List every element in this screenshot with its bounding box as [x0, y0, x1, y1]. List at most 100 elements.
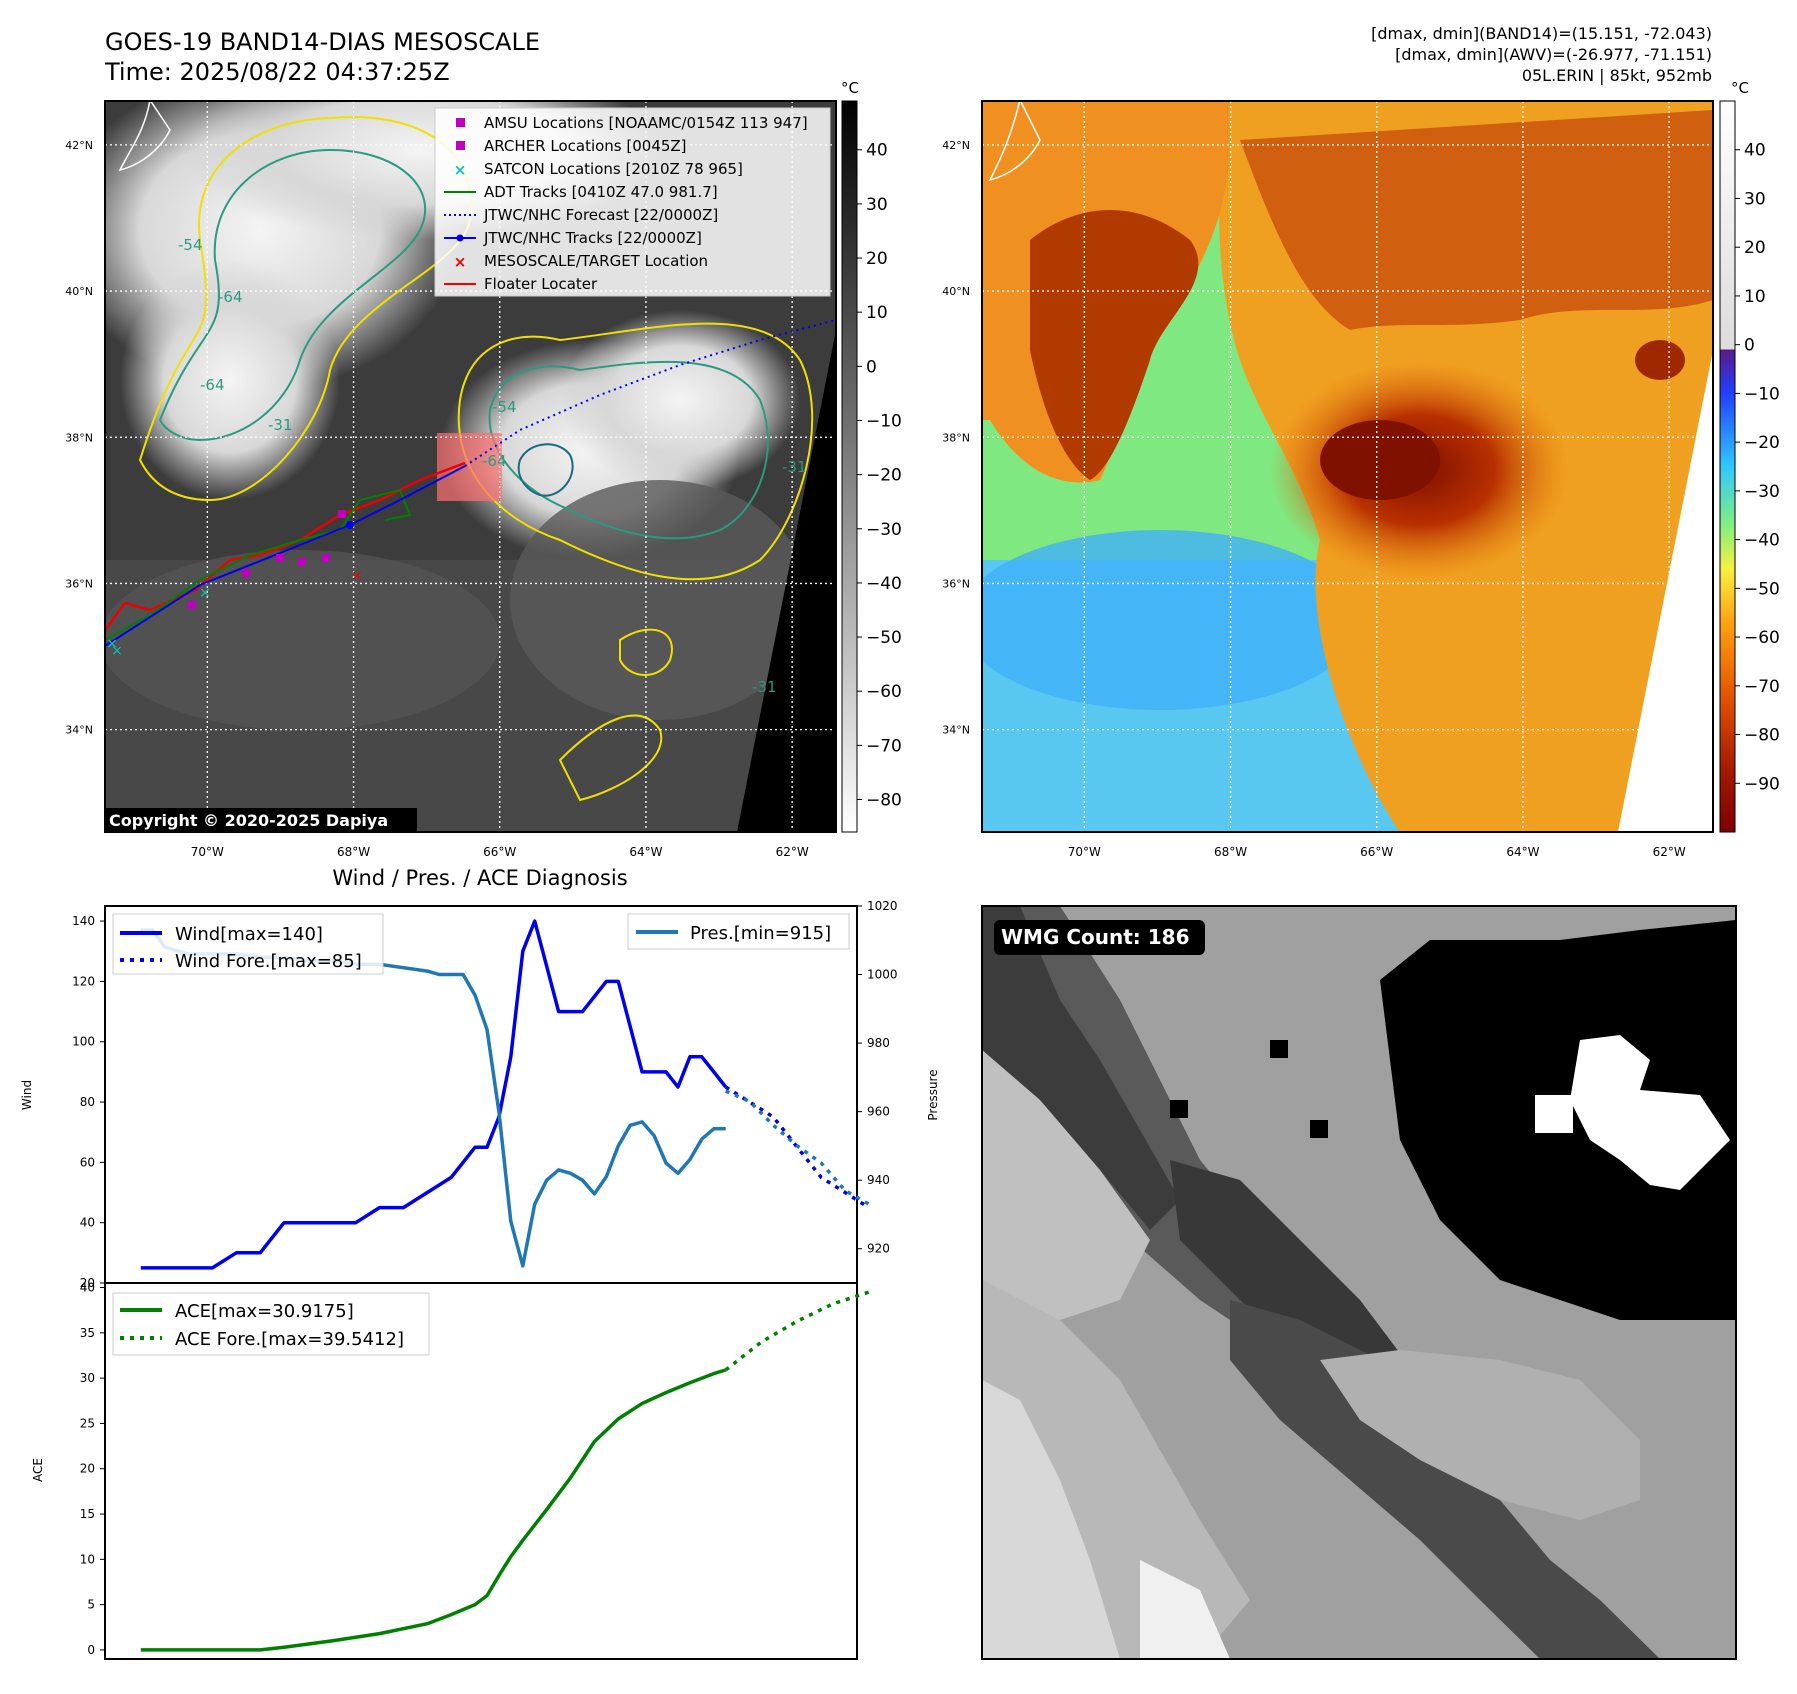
contour-label: -64 [200, 376, 225, 394]
ace-fore-legend-label: ACE Fore.[max=39.5412] [175, 1329, 404, 1350]
lon-tick-label: 66°W [1360, 845, 1393, 859]
dias-map-panel: 42°N 40°N 38°N 36°N 34°N 70°W 68°W 66°W 64°W 62°… [942, 100, 1714, 859]
colorbar-tick-label: −70 [1744, 677, 1780, 697]
contour-labels: -54 -64 -64 -31 -54 -64 -31 -31 [178, 236, 807, 696]
jtwc-track-point [346, 521, 354, 529]
satcon-location-marker: × [199, 585, 211, 601]
amsu-location-marker [242, 569, 250, 577]
amsu-location-marker [338, 510, 346, 518]
ir-colorbar: °C 40 30 20 10 0 −10 −20 −30 −40 −50 −60 −70 −80 [841, 79, 902, 833]
legend-marker [456, 141, 465, 150]
colorbar-tick-label: −40 [1744, 531, 1780, 551]
legend-item-label: JTWC/NHC Tracks [22/0000Z] [483, 229, 702, 247]
floater-locater-track [103, 461, 466, 631]
contour-label: -31 [752, 678, 777, 696]
contour-label: -54 [178, 236, 203, 254]
satcon-location-marker: × [111, 643, 123, 659]
legend-marker-dot [456, 234, 464, 242]
dias-map-frame [981, 100, 1714, 833]
lon-tick-label: 66°W [483, 845, 516, 859]
wmg-image [982, 906, 1736, 1659]
y-tick-label: 30 [80, 1371, 95, 1385]
wmg-frame [981, 905, 1737, 1660]
ir-lat-labels: 42°N 40°N 38°N 36°N 34°N [65, 139, 93, 737]
colorbar-tick-label: −40 [866, 574, 902, 594]
colorbar-tick-label: 10 [1744, 287, 1766, 307]
series-line-1 [724, 1085, 870, 1210]
dias-colorbar-unit: °C [1731, 79, 1749, 97]
pressure-legend-label: Pres.[min=915] [690, 923, 831, 944]
y-tick-label: 60 [80, 1155, 95, 1169]
amsu-location-marker [276, 554, 284, 562]
lat-tick-label: 42°N [942, 139, 970, 152]
lon-tick-label: 68°W [1214, 845, 1247, 859]
wmg-count-label: WMG Count: 186 [1001, 925, 1190, 949]
colorbar-tick-label: 20 [1744, 238, 1766, 258]
lon-tick-label: 64°W [1506, 845, 1539, 859]
amsu-location-marker [298, 558, 306, 566]
contour-label: -31 [268, 416, 293, 434]
legend-marker: × [454, 161, 467, 179]
contour-label: -31 [782, 458, 807, 476]
colorbar-tick-label: 30 [1744, 189, 1766, 209]
legend-item-label: MESOSCALE/TARGET Location [484, 252, 708, 270]
y2-tick-label: 1000 [867, 968, 898, 982]
contour-label: -64 [218, 288, 243, 306]
lat-tick-label: 34°N [65, 724, 93, 737]
series-line-0 [140, 919, 728, 1270]
y-tick-label: 20 [80, 1462, 95, 1476]
contour-label: -54 [492, 398, 517, 416]
lat-tick-label: 40°N [65, 285, 93, 298]
wmg-panel: WMG Count: 186 [981, 905, 1737, 1660]
colorbar-tick-label: −20 [1744, 433, 1780, 453]
y-tick-label: 40 [80, 1281, 95, 1295]
colorbar-tick-label: −60 [1744, 628, 1780, 648]
lon-tick-label: 64°W [629, 845, 662, 859]
adt-track [104, 488, 412, 641]
lat-tick-label: 36°N [942, 577, 970, 590]
storm-tracks: ×××× [103, 319, 837, 659]
lat-tick-label: 38°N [942, 431, 970, 444]
legend-item-label: Floater Locater [484, 275, 598, 293]
colorbar-tick-label: 0 [866, 357, 877, 377]
colorbar-tick-label: 10 [866, 303, 888, 323]
jtwc-forecast-track [464, 319, 837, 467]
pressure-ylabel: Pressure [926, 1069, 940, 1120]
colorbar-tick-label: 0 [1744, 336, 1755, 356]
colorbar-tick-label: −30 [866, 520, 902, 540]
legend-item-label: SATCON Locations [2010Z 78 965] [484, 160, 743, 178]
ir-colorbar-unit: °C [841, 79, 859, 97]
legend-item-label: AMSU Locations [NOAAMC/0154Z 113 947] [484, 114, 808, 132]
dias-colorbar-gradient [1719, 100, 1736, 833]
wind-fore-legend-label: Wind Fore.[max=85] [175, 951, 362, 972]
dias-image [982, 101, 1713, 832]
ir-map-panel: ×××× -54-64-64-31-54-64 -31-31 42°N40°N38… [65, 100, 837, 859]
legend-box [434, 107, 831, 297]
y2-tick-label: 920 [867, 1242, 890, 1256]
y2-tick-label: 980 [867, 1036, 890, 1050]
lat-tick-label: 38°N [65, 431, 93, 444]
y2-tick-label: 1020 [867, 899, 898, 913]
info-storm: 05L.ERIN | 85kt, 952mb [1522, 66, 1712, 85]
dias-lon-labels: 70°W 68°W 66°W 64°W 62°W [1068, 845, 1686, 859]
legend-item-label: JTWC/NHC Forecast [22/0000Z] [483, 206, 718, 224]
colorbar-tick-label: 20 [866, 249, 888, 269]
amsu-location-marker [322, 554, 330, 562]
lon-tick-label: 70°W [191, 845, 224, 859]
amsu-location-marker [188, 601, 196, 609]
y-tick-label: 80 [80, 1095, 95, 1109]
lon-tick-label: 62°W [776, 845, 809, 859]
y-tick-label: 5 [87, 1598, 95, 1612]
colorbar-tick-label: −90 [1744, 774, 1780, 794]
legend: AMSU Locations [NOAAMC/0154Z 113 947] ARC… [434, 107, 831, 297]
copyright-text: Copyright © 2020-2025 Dapiya [109, 811, 388, 830]
y2-tick-label: 960 [867, 1105, 890, 1119]
copyright-box [104, 808, 417, 832]
mesoscale-target-marker: × [351, 568, 363, 584]
lat-tick-label: 36°N [65, 577, 93, 590]
y-tick-label: 140 [72, 914, 95, 928]
jtwc-track [104, 465, 466, 647]
ir-colorbar-gradient [841, 100, 858, 833]
colorbar-tick-label: −80 [1744, 726, 1780, 746]
wind-pressure-chart: 140 120 100 80 60 40 20 1020 1000 980 960 940 920 W… [20, 899, 940, 1290]
